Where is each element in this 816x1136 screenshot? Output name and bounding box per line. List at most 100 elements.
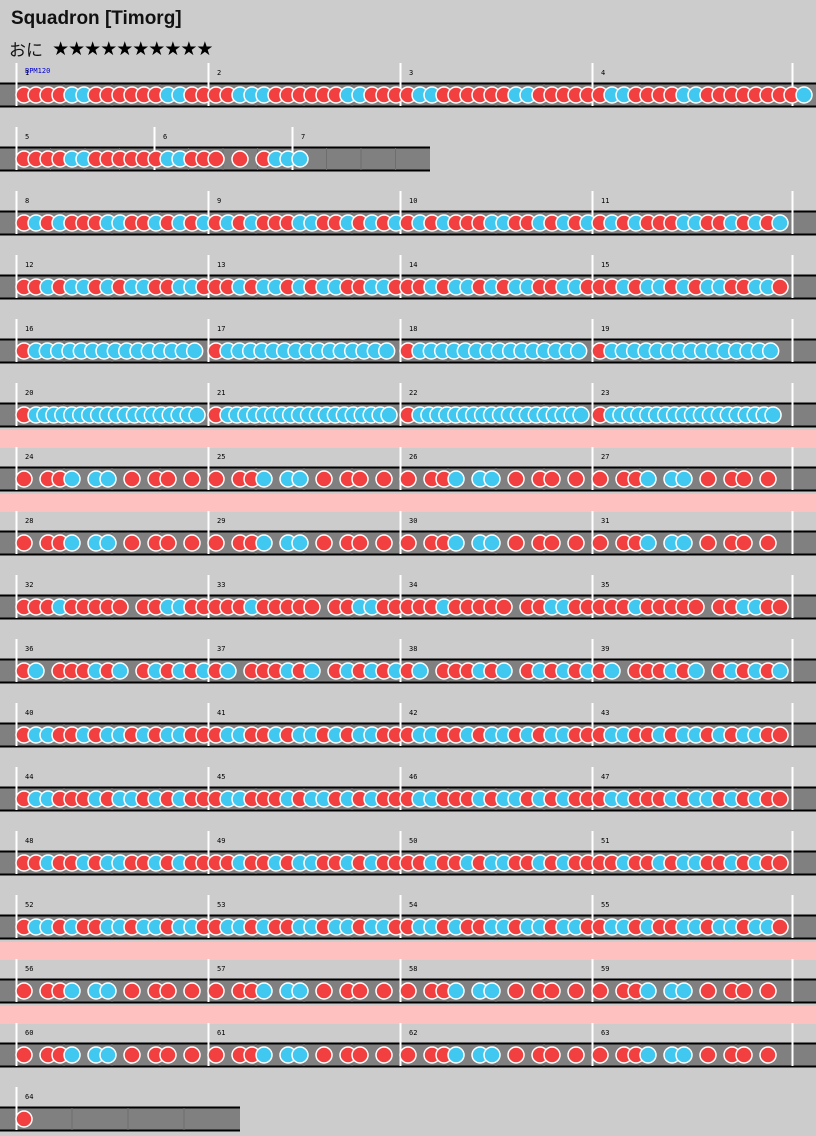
- don-note: [15, 1110, 33, 1128]
- ka-note: [291, 1046, 309, 1064]
- ka-note: [483, 982, 501, 1000]
- ka-note: [764, 406, 782, 424]
- ka-note: [771, 662, 789, 680]
- ka-note: [291, 150, 309, 168]
- measure-number: 10: [409, 197, 417, 205]
- measure-number: 62: [409, 1029, 417, 1037]
- difficulty-row: おに ★★★★★★★★★★: [9, 36, 213, 62]
- measure-number: 52: [25, 901, 33, 909]
- don-note: [15, 534, 33, 552]
- difficulty-stars: ★★★★★★★★★★: [52, 37, 213, 60]
- don-note: [183, 982, 201, 1000]
- measure-number: 16: [25, 325, 33, 333]
- measure-number: 35: [601, 581, 609, 589]
- don-note: [543, 534, 561, 552]
- don-note: [159, 470, 177, 488]
- ka-note: [771, 214, 789, 232]
- song-title: Squadron [Timorg]: [11, 8, 182, 29]
- don-note: [735, 534, 753, 552]
- don-note: [735, 1046, 753, 1064]
- measure-number: 31: [601, 517, 609, 525]
- don-note: [207, 534, 225, 552]
- ka-note: [447, 982, 465, 1000]
- measure-number: 63: [601, 1029, 609, 1037]
- ka-note: [795, 86, 813, 104]
- measure-number: 64: [25, 1093, 33, 1101]
- ka-note: [99, 470, 117, 488]
- don-note: [207, 470, 225, 488]
- ka-note: [27, 662, 45, 680]
- measure-number: 2: [217, 69, 221, 77]
- don-note: [759, 1046, 777, 1064]
- measure-number: 53: [217, 901, 225, 909]
- ka-note: [219, 662, 237, 680]
- don-note: [771, 278, 789, 296]
- don-note: [183, 470, 201, 488]
- measure-number: 17: [217, 325, 225, 333]
- ka-note: [639, 982, 657, 1000]
- measure-number: 21: [217, 389, 225, 397]
- measure-number: 61: [217, 1029, 225, 1037]
- measure-number: 27: [601, 453, 609, 461]
- ka-note: [675, 534, 693, 552]
- measure-number: 55: [601, 901, 609, 909]
- measure-number: 28: [25, 517, 33, 525]
- measure-number: 7: [301, 133, 305, 141]
- measure-number: 58: [409, 965, 417, 973]
- don-note: [495, 598, 513, 616]
- don-note: [543, 1046, 561, 1064]
- don-note: [351, 534, 369, 552]
- measure-number: 48: [25, 837, 33, 845]
- don-note: [567, 534, 585, 552]
- ka-note: [63, 1046, 81, 1064]
- measure-number: 1: [25, 69, 29, 77]
- measure-number: 56: [25, 965, 33, 973]
- don-note: [303, 598, 321, 616]
- measure-number: 26: [409, 453, 417, 461]
- measure-number: 34: [409, 581, 417, 589]
- ka-note: [639, 534, 657, 552]
- measure-number: 37: [217, 645, 225, 653]
- ka-note: [569, 342, 588, 360]
- measure-number: 6: [163, 133, 167, 141]
- don-note: [123, 534, 141, 552]
- measure-number: 4: [601, 69, 605, 77]
- don-note: [699, 1046, 717, 1064]
- ka-note: [291, 534, 309, 552]
- measure-number: 25: [217, 453, 225, 461]
- don-note: [699, 534, 717, 552]
- don-note: [591, 1046, 609, 1064]
- measure-number: 15: [601, 261, 609, 269]
- gogo-band: [0, 430, 816, 448]
- don-note: [111, 598, 129, 616]
- ka-note: [603, 662, 621, 680]
- measure-number: 57: [217, 965, 225, 973]
- ka-note: [639, 470, 657, 488]
- don-note: [771, 598, 789, 616]
- don-note: [591, 470, 609, 488]
- ka-note: [99, 1046, 117, 1064]
- ka-note: [255, 1046, 273, 1064]
- measure-number: 32: [25, 581, 33, 589]
- measure-number: 41: [217, 709, 225, 717]
- measure-number: 5: [25, 133, 29, 141]
- measure-number: 18: [409, 325, 417, 333]
- don-note: [759, 534, 777, 552]
- ka-note: [99, 534, 117, 552]
- don-note: [375, 470, 393, 488]
- course-label: おに: [9, 41, 43, 61]
- gogo-band: [0, 1006, 816, 1024]
- don-note: [735, 470, 753, 488]
- don-note: [159, 534, 177, 552]
- ka-note: [255, 534, 273, 552]
- don-note: [771, 918, 789, 936]
- don-note: [207, 1046, 225, 1064]
- don-note: [123, 982, 141, 1000]
- measure-number: 59: [601, 965, 609, 973]
- don-note: [375, 982, 393, 1000]
- measure-number: 51: [601, 837, 609, 845]
- measure-number: 14: [409, 261, 417, 269]
- ka-note: [675, 470, 693, 488]
- don-note: [759, 982, 777, 1000]
- ka-note: [447, 534, 465, 552]
